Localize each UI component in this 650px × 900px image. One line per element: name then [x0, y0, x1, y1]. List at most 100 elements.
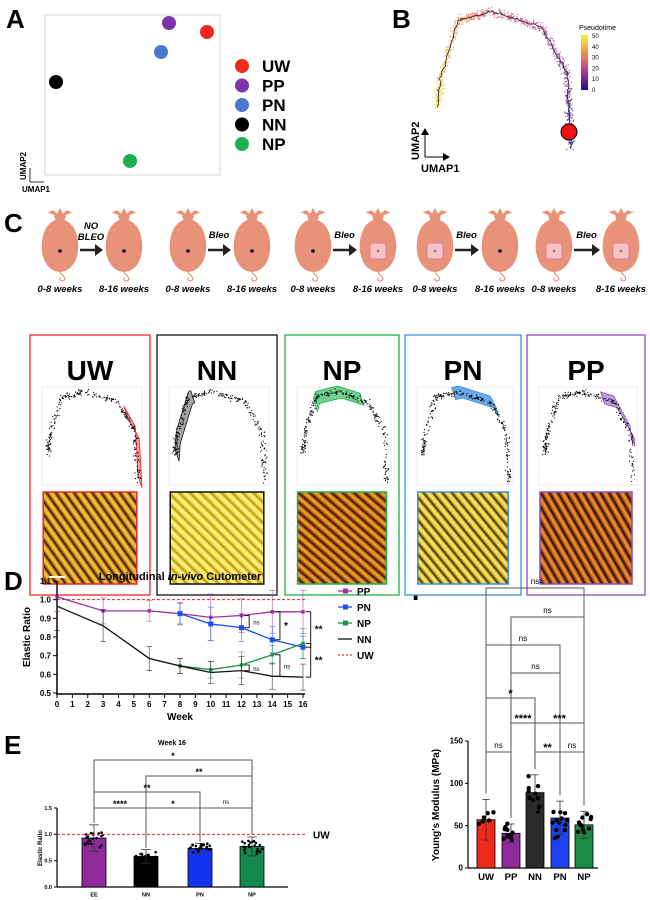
- cell-point: [431, 411, 433, 413]
- cell-point: [445, 47, 447, 49]
- cell-point: [312, 402, 314, 405]
- significance-label: ns: [543, 606, 551, 615]
- cell-point: [498, 414, 500, 416]
- cell-point: [175, 452, 177, 455]
- cell-point: [447, 48, 449, 51]
- cell-point: [454, 32, 456, 35]
- cell-point: [48, 455, 51, 457]
- cell-point: [422, 439, 424, 441]
- cell-point: [516, 16, 518, 18]
- cell-point: [176, 432, 178, 434]
- cell-point: [210, 392, 212, 394]
- cell-point: [385, 468, 387, 470]
- cell-point: [506, 443, 508, 445]
- cell-point: [124, 412, 126, 414]
- cell-point: [363, 402, 365, 404]
- cell-point: [176, 440, 178, 442]
- cell-point: [462, 392, 465, 394]
- cell-point: [632, 460, 634, 462]
- cell-point: [506, 454, 509, 456]
- y-axis-label: Elastic Ratio: [22, 607, 33, 667]
- cell-point: [365, 401, 367, 403]
- colorbar-tick: 10: [592, 77, 599, 83]
- x-tick-label: 5: [132, 700, 137, 709]
- cell-point: [565, 115, 567, 118]
- cell-point: [176, 427, 178, 430]
- cell-point: [261, 458, 264, 461]
- data-point: [258, 850, 262, 854]
- cell-point: [384, 440, 386, 442]
- cell-point: [553, 417, 555, 419]
- cell-point: [438, 79, 440, 82]
- cell-point: [310, 412, 312, 414]
- cell-point: [60, 402, 62, 404]
- cell-point: [432, 101, 434, 103]
- cell-point: [182, 420, 185, 422]
- cell-point: [448, 51, 451, 53]
- cell-point: [76, 392, 79, 394]
- data-point: [247, 839, 250, 843]
- group-title: NN: [197, 355, 237, 386]
- cell-point: [430, 402, 433, 404]
- cell-point: [203, 390, 206, 393]
- cell-point: [494, 408, 496, 411]
- cell-point: [495, 17, 498, 19]
- cell-point: [481, 399, 483, 401]
- cell-point: [429, 404, 432, 406]
- cell-point: [546, 433, 548, 435]
- cell-point: [529, 24, 531, 27]
- cell-point: [468, 395, 470, 397]
- cell-point: [195, 396, 197, 398]
- significance-label: ns: [494, 741, 502, 750]
- cell-point: [422, 443, 424, 445]
- cell-point: [627, 429, 629, 431]
- group-card-uw: UW: [29, 334, 151, 596]
- cell-point: [566, 67, 568, 70]
- cell-point: [631, 433, 633, 435]
- cell-point: [443, 61, 446, 63]
- cell-point: [121, 410, 124, 412]
- cell-point: [366, 403, 368, 405]
- cell-point: [304, 441, 306, 443]
- cell-point: [261, 460, 263, 462]
- cell-point: [563, 82, 565, 84]
- cell-point: [504, 446, 506, 448]
- x-axis-label: Week: [167, 712, 193, 723]
- cell-point: [561, 394, 563, 397]
- cell-point: [120, 409, 123, 411]
- cell-point: [264, 447, 266, 450]
- cell-point: [568, 89, 571, 91]
- cell-point: [544, 435, 546, 437]
- cell-point: [432, 403, 434, 405]
- data-point: [588, 814, 594, 820]
- data-point: [197, 850, 200, 853]
- cell-point: [583, 392, 585, 395]
- cell-point: [481, 12, 483, 15]
- data-point: [95, 836, 98, 840]
- cell-point: [625, 426, 627, 428]
- data-point: [247, 843, 251, 847]
- cell-point: [46, 448, 48, 451]
- cell-point: [383, 433, 385, 435]
- cell-point: [494, 412, 497, 414]
- cell-point: [431, 416, 433, 418]
- data-point: [134, 854, 138, 858]
- cell-point: [569, 111, 571, 114]
- cell-point: [633, 474, 636, 476]
- treatment-label: Bleo: [576, 230, 597, 241]
- cell-point: [618, 412, 620, 414]
- group-title: PN: [444, 355, 483, 386]
- colorbar-tick: 50: [592, 34, 599, 40]
- cell-point: [442, 88, 445, 90]
- data-point: [140, 853, 144, 856]
- cell-point: [434, 107, 437, 109]
- cell-point: [304, 429, 306, 431]
- arrowhead-icon: [421, 128, 429, 135]
- y-tick-label: 150: [450, 737, 464, 746]
- cell-point: [261, 435, 263, 437]
- cell-point: [475, 396, 477, 398]
- significance-label: ***: [553, 713, 567, 725]
- cell-point: [548, 44, 550, 46]
- y-tick-label: 0.6: [40, 670, 52, 679]
